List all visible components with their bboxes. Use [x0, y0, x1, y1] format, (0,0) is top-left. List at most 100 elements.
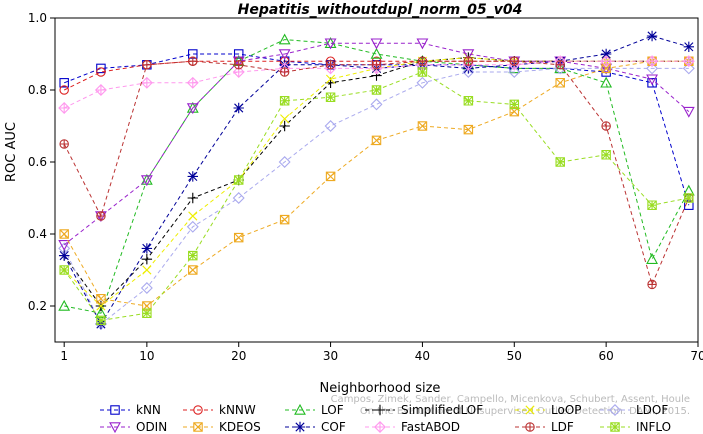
watermark: Campos, Zimek, Sander, Campello, Micenko…: [331, 394, 690, 417]
data-point: [59, 139, 69, 149]
data-point: [600, 55, 613, 68]
data-point: [555, 78, 565, 88]
series-line: [63, 60, 689, 307]
data-point: [417, 56, 428, 66]
data-point: [682, 55, 695, 68]
data-point: [600, 48, 612, 60]
series-line: [63, 57, 689, 307]
data-point: [96, 67, 106, 77]
legend-marker: [374, 404, 386, 416]
data-point: [186, 220, 199, 233]
data-point: [59, 229, 69, 239]
data-point: [278, 33, 291, 45]
legend-item-fastabod: FastABOD: [365, 420, 460, 434]
data-point: [462, 49, 475, 61]
data-point: [371, 60, 382, 70]
y-tick-label: 0.6: [28, 155, 47, 169]
data-point: [508, 66, 521, 78]
data-point: [141, 254, 153, 265]
data-point: [417, 67, 428, 77]
data-point: [601, 121, 611, 131]
legend-item-ldf: LDF: [515, 420, 574, 434]
data-point: [186, 103, 199, 115]
data-point: [682, 62, 695, 75]
legend-item-cof: COF: [285, 420, 346, 434]
data-point: [142, 60, 152, 70]
series-kdeos: [59, 56, 694, 311]
data-point: [233, 232, 244, 243]
legend-item-odin: ODIN: [100, 420, 167, 434]
data-point: [684, 193, 694, 203]
data-point: [646, 30, 658, 42]
data-point: [188, 211, 198, 221]
legend-marker: [109, 422, 121, 434]
x-tick-label: 60: [599, 349, 614, 363]
y-tick-label: 0.2: [28, 299, 47, 313]
data-point: [683, 41, 695, 52]
data-point: [280, 114, 290, 124]
data-point: [59, 265, 69, 275]
data-point: [647, 200, 657, 210]
data-point: [646, 253, 658, 264]
data-point: [509, 99, 520, 110]
data-point: [325, 74, 336, 84]
legend-marker: [193, 405, 203, 415]
data-point: [278, 156, 291, 168]
data-point: [140, 282, 153, 294]
legend-label: LoOP: [551, 403, 582, 417]
legend-label: kNN: [136, 403, 161, 417]
data-point: [646, 74, 658, 86]
data-point: [278, 49, 291, 61]
data-point: [463, 96, 474, 106]
data-point: [463, 124, 474, 135]
data-point: [555, 60, 565, 70]
data-point: [58, 250, 70, 261]
data-point: [96, 315, 106, 326]
x-tick-label: 30: [323, 349, 338, 363]
y-tick-label: 0.4: [28, 227, 47, 241]
data-point: [188, 265, 198, 275]
data-point: [325, 171, 336, 182]
legend-label: LOF: [321, 403, 344, 417]
series-group: [58, 30, 695, 330]
data-point: [59, 78, 69, 88]
data-point: [417, 121, 428, 131]
legend-label: ODIN: [136, 420, 167, 434]
data-point: [58, 102, 71, 114]
x-tick-label: 50: [507, 349, 522, 363]
legend-marker: [525, 422, 535, 432]
data-point: [279, 96, 290, 106]
data-point: [141, 243, 153, 254]
legend-label: LDOF: [636, 403, 668, 417]
legend-marker: [193, 422, 203, 432]
data-point: [233, 102, 244, 114]
data-point: [370, 47, 383, 59]
data-point: [96, 294, 106, 304]
data-point: [142, 308, 152, 318]
y-tick-label: 1.0: [28, 11, 47, 25]
data-point: [647, 279, 657, 290]
data-point: [601, 150, 611, 160]
y-axis: 0.2 0.4 0.6 0.8 1.0: [28, 11, 55, 313]
legend-label: COF: [321, 420, 346, 434]
data-point: [601, 63, 611, 74]
data-point: [186, 76, 199, 89]
data-point: [187, 192, 198, 204]
legend-label: SimplifiedLOF: [401, 403, 483, 417]
data-point: [233, 49, 244, 59]
data-point: [142, 265, 152, 275]
x-tick-label: 10: [139, 349, 154, 363]
legend-item-loop: LoOP: [515, 403, 582, 417]
x-axis: 1 10 20 30 40 50 60 70: [60, 342, 703, 363]
y-tick-label: 0.8: [28, 83, 47, 97]
data-point: [94, 84, 107, 96]
legend-marker: [609, 404, 621, 416]
legend-marker: [525, 405, 535, 415]
legend-item-inflo: INFLO: [600, 420, 671, 434]
data-point: [96, 63, 106, 74]
data-point: [187, 171, 198, 182]
series-inflo: [59, 67, 694, 326]
data-point: [371, 135, 382, 146]
data-point: [555, 157, 565, 167]
